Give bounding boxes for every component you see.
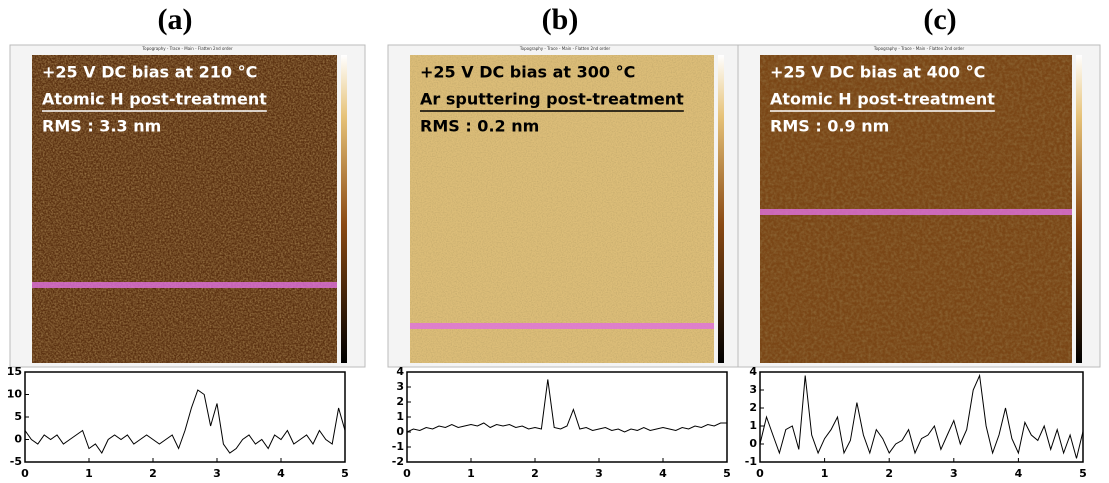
y-tick-label: 0 bbox=[396, 425, 404, 438]
x-tick-label: 2 bbox=[149, 467, 157, 480]
x-tick-label: 0 bbox=[403, 467, 411, 480]
annotation: Atomic H post-treatment bbox=[770, 90, 995, 109]
x-tick-label: 2 bbox=[885, 467, 893, 480]
x-tick-label: 0 bbox=[21, 467, 29, 480]
afm-texture bbox=[410, 55, 714, 363]
x-tick-label: 1 bbox=[467, 467, 475, 480]
y-tick-label: 15 bbox=[7, 365, 22, 378]
profile-marker bbox=[32, 282, 337, 288]
plot-frame bbox=[759, 371, 1084, 463]
x-tick-label: 3 bbox=[595, 467, 603, 480]
annotation: RMS : 0.9 nm bbox=[770, 117, 889, 136]
plot-frame bbox=[24, 371, 346, 463]
x-tick-label: 3 bbox=[950, 467, 958, 480]
annotation: Ar sputtering post-treatment bbox=[420, 90, 684, 109]
profile-line bbox=[759, 373, 1084, 459]
y-tick-label: 10 bbox=[7, 388, 23, 401]
profile-marker bbox=[760, 209, 1072, 215]
x-tick-label: 4 bbox=[659, 467, 667, 480]
x-tick-label: 5 bbox=[1079, 467, 1087, 480]
y-tick-label: 4 bbox=[749, 365, 757, 378]
panel-title: (c) bbox=[923, 3, 956, 36]
annotation: +25 V DC bias at 300 °C bbox=[420, 63, 635, 82]
x-tick-label: 1 bbox=[821, 467, 829, 480]
panel-title: (a) bbox=[158, 3, 193, 36]
x-tick-label: 4 bbox=[277, 467, 285, 480]
x-tick-label: 2 bbox=[531, 467, 539, 480]
x-tick-label: 1 bbox=[85, 467, 93, 480]
y-tick-label: 4 bbox=[396, 365, 404, 378]
y-tick-label: -1 bbox=[745, 455, 757, 468]
annotation: Atomic H post-treatment bbox=[42, 90, 267, 109]
y-tick-label: 0 bbox=[749, 437, 757, 450]
profile-line bbox=[406, 379, 727, 433]
annotation: RMS : 0.2 nm bbox=[420, 117, 539, 136]
afm-header: Topography - Trace - Main - Flatten 2nd … bbox=[873, 46, 965, 51]
plot-frame bbox=[406, 371, 728, 463]
y-tick-label: 2 bbox=[396, 395, 404, 408]
panel-title: (b) bbox=[542, 3, 579, 36]
y-tick-label: -5 bbox=[10, 455, 22, 468]
y-tick-label: 1 bbox=[749, 419, 757, 432]
afm-header: Topography - Trace - Main - Flatten 2nd … bbox=[141, 46, 233, 51]
x-tick-label: 5 bbox=[341, 467, 349, 480]
profile-line bbox=[24, 389, 346, 454]
y-tick-label: 2 bbox=[749, 401, 757, 414]
x-tick-label: 5 bbox=[723, 467, 731, 480]
y-tick-label: -1 bbox=[392, 440, 404, 453]
x-tick-label: 4 bbox=[1015, 467, 1023, 480]
color-scale bbox=[1076, 55, 1082, 363]
y-tick-label: -2 bbox=[392, 455, 404, 468]
color-scale bbox=[341, 55, 347, 363]
annotation: +25 V DC bias at 400 °C bbox=[770, 63, 985, 82]
afm-header: Topography - Trace - Main - Flatten 2nd … bbox=[519, 46, 611, 51]
y-tick-label: 1 bbox=[396, 410, 404, 423]
y-tick-label: 3 bbox=[749, 383, 757, 396]
profile-marker bbox=[410, 323, 714, 329]
color-scale bbox=[718, 55, 724, 363]
y-tick-label: 0 bbox=[14, 433, 22, 446]
annotation: +25 V DC bias at 210 °C bbox=[42, 63, 257, 82]
y-tick-label: 5 bbox=[14, 410, 22, 423]
annotation: RMS : 3.3 nm bbox=[42, 117, 161, 136]
x-tick-label: 0 bbox=[756, 467, 764, 480]
afm-texture bbox=[32, 55, 337, 363]
y-tick-label: 3 bbox=[396, 380, 404, 393]
x-tick-label: 3 bbox=[213, 467, 221, 480]
